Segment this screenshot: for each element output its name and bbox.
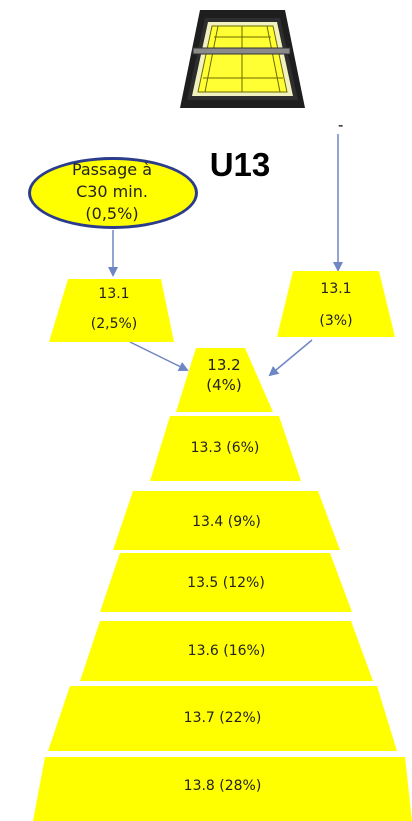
ellipse-line-2: C30 min. [76,182,148,201]
level-13-4 [113,491,340,550]
page-title: U13 [209,146,271,183]
right-top-label-1: 13.1 [320,281,352,297]
ellipse-line-3: (0,5%) [85,204,139,223]
left-top-label-2: (2,5%) [90,316,138,332]
dash-mark: - [338,117,344,134]
apex-level [176,348,273,412]
arrow-right-to-apex [268,339,313,377]
left-top-box [49,279,174,342]
level-label-13-5: 13.5 (12%) [187,575,265,591]
level-13-6 [80,621,373,681]
arrow-left-to-apex [129,341,189,371]
passage-ellipse [28,157,198,229]
level-13-7 [48,686,397,751]
level-label-13-7: 13.7 (22%) [183,710,262,726]
level-label-13-6: 13.6 (16%) [187,643,266,659]
right-top-box [277,271,395,337]
level-label-13-3: 13.3 (6%) [190,440,260,456]
left-top-label-1: 13.1 [98,286,130,302]
level-13-3 [150,416,301,481]
apex-label-1: 13.2 [207,356,241,374]
tennis-court-icon [180,10,305,108]
level-13-5 [100,553,352,612]
ellipse-line-1: Passage à [71,160,153,179]
passage-ellipse-text: Passage à C30 min. (0,5%) [48,159,176,225]
apex-label-2: (4%) [206,376,242,394]
right-top-label-2: (3%) [319,313,353,329]
level-label-13-4: 13.4 (9%) [192,514,261,530]
level-label-13-8: 13.8 (28%) [183,778,262,794]
level-13-8 [33,757,412,821]
